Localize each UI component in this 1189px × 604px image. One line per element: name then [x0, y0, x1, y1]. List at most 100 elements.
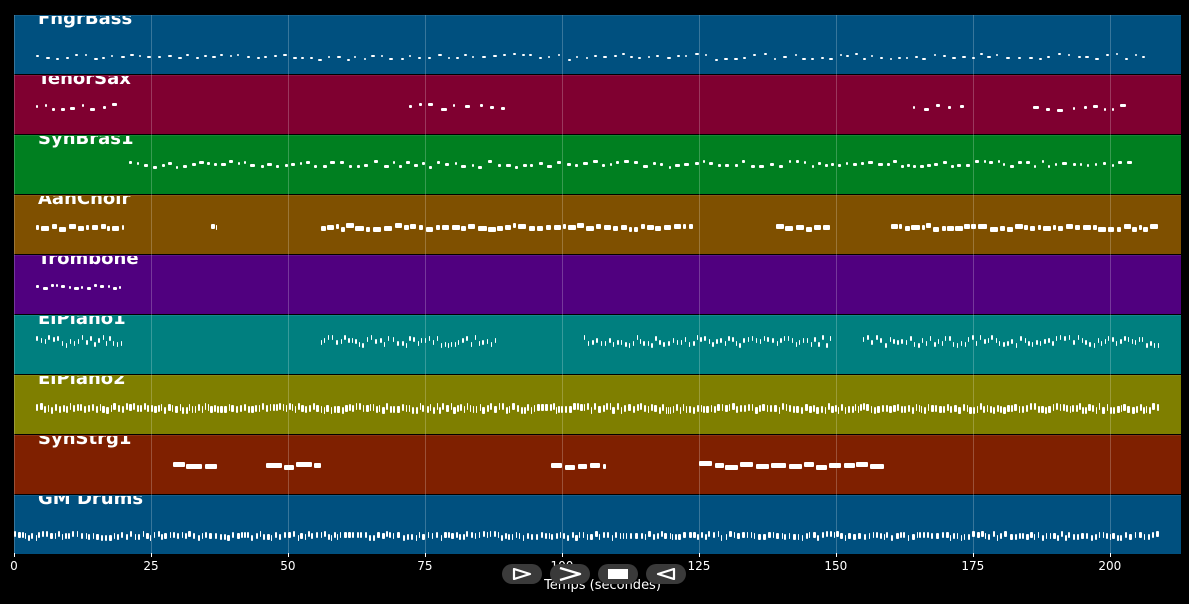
- note: [1066, 405, 1068, 412]
- note: [341, 227, 345, 232]
- note: [582, 532, 585, 538]
- note: [844, 535, 847, 541]
- forward-icon: [559, 567, 582, 581]
- x-tick-label: 175: [961, 559, 985, 573]
- note: [704, 336, 706, 341]
- note: [355, 226, 364, 231]
- note: [323, 165, 327, 168]
- note: [474, 335, 477, 340]
- note: [393, 406, 396, 413]
- x-tick-label: 25: [143, 559, 159, 573]
- note: [405, 161, 410, 164]
- note: [337, 534, 339, 540]
- note: [359, 342, 361, 347]
- note: [729, 404, 731, 411]
- note: [824, 407, 827, 414]
- note: [111, 405, 112, 412]
- note: [583, 335, 586, 340]
- note: [1014, 404, 1017, 411]
- rewind-button[interactable]: [646, 564, 686, 584]
- note: [1014, 534, 1017, 540]
- note: [801, 407, 804, 414]
- note: [595, 531, 598, 537]
- note: [436, 161, 440, 164]
- note: [771, 463, 787, 468]
- note: [853, 534, 856, 540]
- note: [55, 284, 58, 287]
- note: [924, 407, 926, 414]
- note: [755, 464, 769, 469]
- note: [793, 534, 796, 540]
- note: [683, 532, 687, 538]
- note: [890, 224, 898, 229]
- note: [408, 105, 412, 108]
- note: [780, 338, 782, 343]
- note: [623, 160, 629, 163]
- note: [210, 406, 213, 413]
- note: [733, 532, 735, 538]
- note: [596, 224, 601, 229]
- note: [383, 342, 385, 347]
- note: [107, 285, 111, 288]
- note: [813, 532, 816, 538]
- note: [1105, 533, 1108, 539]
- note: [537, 404, 540, 411]
- play-button[interactable]: [502, 564, 542, 584]
- note: [653, 162, 657, 165]
- note: [778, 407, 781, 414]
- note: [344, 335, 346, 340]
- x-tick-label: 75: [417, 559, 433, 573]
- note: [318, 59, 322, 61]
- note: [1067, 54, 1070, 56]
- track-lane: TenorSax: [14, 75, 1181, 134]
- note: [489, 531, 492, 537]
- note: [129, 531, 133, 537]
- note: [333, 532, 337, 538]
- note: [415, 535, 418, 541]
- note: [183, 165, 188, 168]
- note: [509, 406, 511, 413]
- note: [125, 534, 128, 540]
- note: [299, 162, 302, 165]
- note: [443, 532, 447, 538]
- note: [612, 407, 615, 414]
- note: [515, 532, 518, 538]
- note: [953, 342, 955, 347]
- note: [288, 403, 291, 410]
- note: [463, 406, 465, 413]
- note: [1074, 225, 1081, 230]
- note: [291, 163, 296, 166]
- note: [834, 405, 837, 412]
- note: [1025, 534, 1029, 540]
- note: [405, 405, 407, 412]
- note: [603, 532, 605, 538]
- note: [682, 224, 687, 229]
- note: [82, 104, 85, 107]
- note: [340, 339, 342, 344]
- note: [285, 405, 287, 412]
- forward-button[interactable]: [550, 564, 590, 584]
- note: [441, 108, 447, 111]
- note: [465, 531, 468, 537]
- note: [725, 534, 728, 540]
- note: [474, 533, 477, 539]
- note: [405, 343, 408, 348]
- note: [655, 336, 657, 341]
- note: [907, 535, 910, 541]
- note: [816, 465, 828, 470]
- note: [397, 406, 400, 413]
- note: [708, 531, 711, 537]
- note: [740, 462, 754, 467]
- note: [599, 534, 601, 540]
- note: [57, 531, 60, 537]
- note: [422, 534, 425, 540]
- note: [868, 161, 874, 164]
- note: [424, 338, 427, 343]
- note: [585, 226, 595, 231]
- stop-button[interactable]: [598, 564, 638, 584]
- note: [718, 164, 722, 167]
- note: [494, 406, 498, 413]
- note: [787, 336, 789, 341]
- note: [643, 165, 648, 168]
- note: [74, 287, 79, 290]
